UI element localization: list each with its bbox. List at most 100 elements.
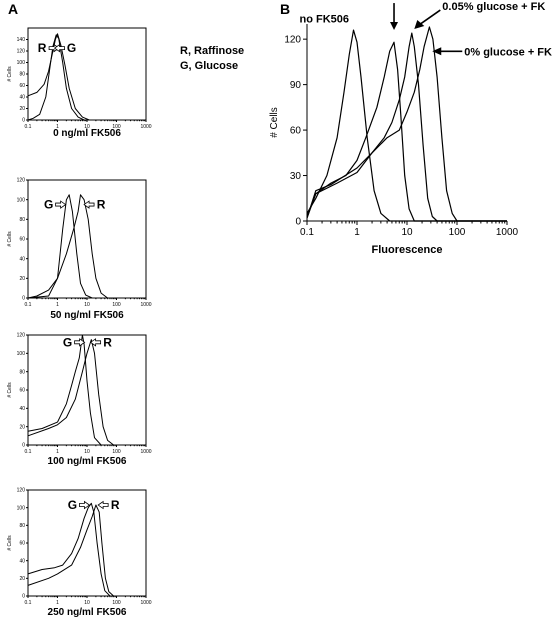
y-tick-label: 90 [290,80,302,91]
hollow-arrow-icon [97,500,109,510]
hollow-arrow-icon [89,338,102,347]
y-tick-label: 60 [19,541,25,547]
x-tick-label: 0.1 [300,227,314,238]
x-tick-label: 0.1 [25,302,32,308]
x-tick-label: 10 [401,227,413,238]
tag-g: G [53,41,76,55]
y-tick-label: 40 [19,256,25,262]
annotation-4: 0% glucose + FK [432,46,552,58]
series-line-2 [27,504,146,597]
y-tick-label: 0 [295,217,301,228]
annotation-1: no FK506 [299,14,349,26]
y-tick-label: 100 [17,60,26,66]
x-tick-label: 0.1 [25,124,32,130]
x-axis-label: Fluorescence [372,244,443,256]
x-tick-label: 1 [56,449,59,455]
x-tick-label: 100 [449,227,466,238]
x-axis-label: 0 ng/ml FK506 [53,128,121,139]
hollow-arrow-icon [74,338,86,347]
annotation-text: 0.05% glucose + FK [442,1,545,13]
chart-1: 0.1 1 10 100 1000 0 20 40 60 80 100 120 140 # Cells 0 … [7,27,152,139]
y-tick-label: 100 [17,197,26,203]
y-tick-label: 140 [17,37,26,43]
annotation-2: 0.5% glucose +FK [390,3,399,31]
plot-frame [27,334,147,446]
y-tick-label: 120 [17,49,26,55]
y-tick-label: 120 [17,488,26,494]
x-tick-label: 1000 [140,600,151,606]
y-tick-label: 0 [22,594,25,600]
x-tick-label: 0.1 [25,600,32,606]
tag-letter: R [38,41,47,55]
x-axis-label: 100 ng/ml FK506 [48,456,127,467]
panel-label-a: A [8,1,18,17]
hollow-arrow-icon [79,500,91,510]
x-tick-label: 100 [112,124,121,130]
x-tick-label: 100 [112,302,121,308]
y-tick-label: 20 [19,106,25,112]
series-line-2 [306,41,507,222]
y-tick-label: 120 [17,333,26,339]
x-tick-label: 1000 [496,227,519,238]
y-tick-label: 20 [19,276,25,282]
series-line-2 [27,339,146,446]
x-tick-label: 10 [84,124,90,130]
x-axis-label: 50 ng/ml FK506 [50,310,124,321]
y-tick-label: 0 [22,443,25,449]
series-line-1 [27,194,146,299]
hollow-arrow-icon [55,200,67,209]
tag-letter: G [44,198,53,212]
y-tick-label: 40 [19,558,25,564]
y-axis-label: # Cells [7,535,13,551]
chart-5: 0.1 1 10 100 1000 0 30 60 90 120 # Cells Fluorescen… [269,1,552,256]
y-tick-label: 100 [17,351,26,357]
chart-2: 0.1 1 10 100 1000 0 20 40 60 80 100 120 # Cells 50 ng… [7,178,152,321]
y-tick-label: 0 [22,296,25,302]
x-tick-label: 100 [112,600,121,606]
y-axis-label: # Cells [269,107,280,138]
series-line-2 [27,34,146,121]
legend-raffinose: R, Raffinose [180,45,244,57]
y-tick-label: 60 [290,126,302,137]
tag-letter: G [68,498,77,512]
y-tick-label: 100 [17,505,26,511]
arrow-head-icon [414,20,425,30]
y-tick-label: 120 [284,35,301,46]
hollow-arrow-icon [53,43,65,53]
y-tick-label: 30 [290,171,302,182]
y-axis-label: # Cells [7,66,13,82]
x-tick-label: 100 [112,449,121,455]
chart-4: 0.1 1 10 100 1000 0 20 40 60 80 100 120 # Cells 250 n… [7,488,152,618]
legend-glucose: G, Glucose [180,60,238,72]
tag-letter: R [103,335,112,349]
tag-r: R [89,335,112,349]
x-tick-label: 10 [84,449,90,455]
y-tick-label: 20 [19,576,25,582]
series-line-2 [27,194,146,299]
x-tick-label: 1 [354,227,360,238]
x-tick-label: 1000 [140,302,151,308]
tag-g: G [63,335,86,349]
y-tick-label: 120 [17,178,26,184]
hollow-arrow-icon [83,200,95,209]
series-line-3 [306,32,507,222]
x-tick-label: 10 [84,302,90,308]
y-tick-label: 40 [19,406,25,412]
series-line-1 [306,29,507,222]
tag-letter: R [97,198,106,212]
y-tick-label: 80 [19,72,25,78]
y-tick-label: 60 [19,388,25,394]
tag-letter: R [111,498,120,512]
series-line-1 [27,502,146,597]
y-axis-label: # Cells [7,231,13,247]
y-tick-label: 20 [19,424,25,430]
x-axis-label: 250 ng/ml FK506 [48,607,127,618]
x-tick-label: 1 [56,302,59,308]
series-line-1 [27,334,146,446]
annotation-text: no FK506 [299,14,349,26]
y-axis-label: # Cells [7,382,13,398]
arrow-head-icon [432,47,442,56]
annotation-3: 0.05% glucose + FK [414,1,545,30]
